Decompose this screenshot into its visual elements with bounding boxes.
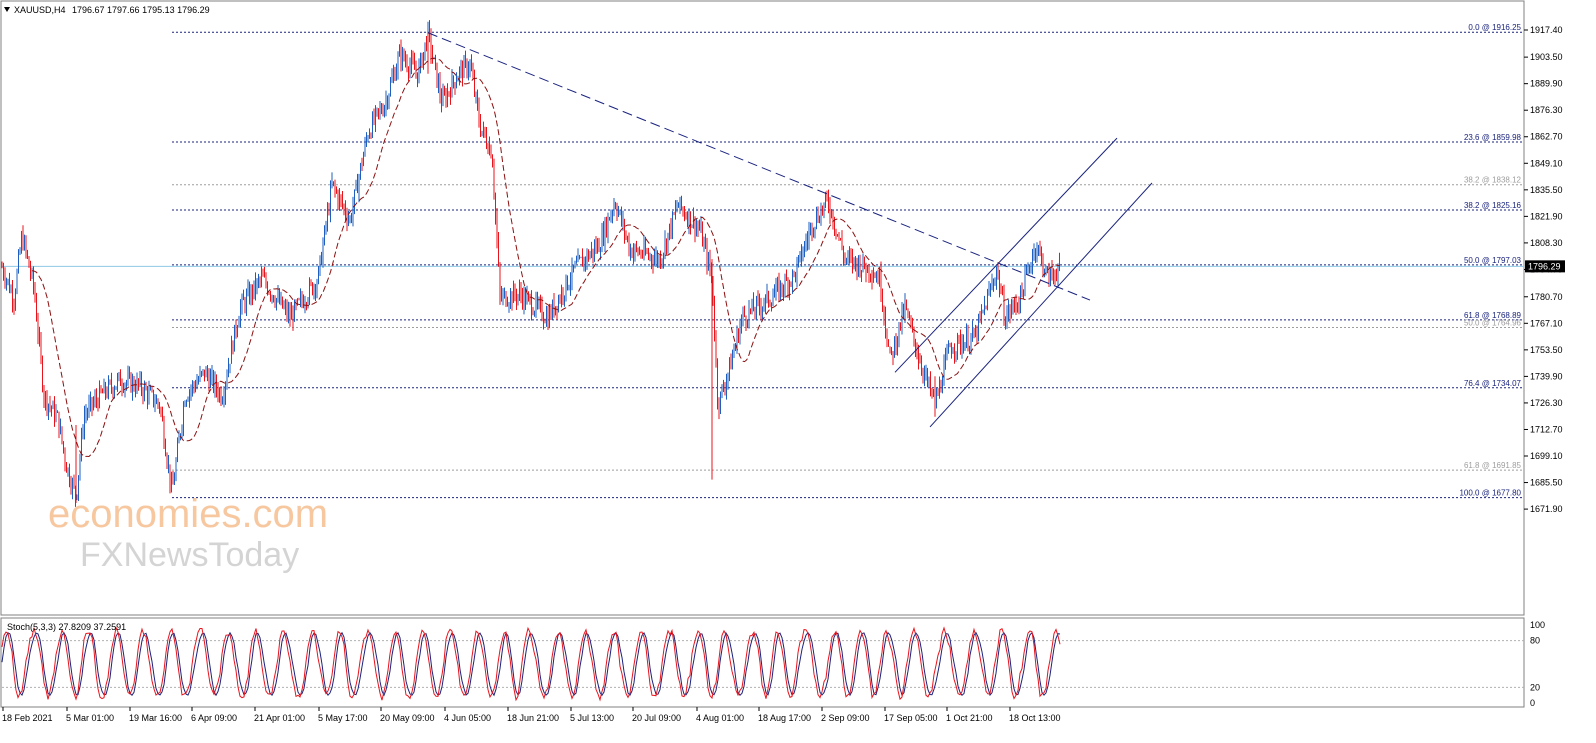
fib-level-label: 61.8 @ 1691.85: [1464, 461, 1522, 470]
svg-text:1796.29: 1796.29: [1528, 261, 1561, 271]
time-tick-label: 6 Apr 09:00: [191, 713, 237, 723]
price-tick-label: 1889.90: [1530, 79, 1563, 89]
price-tick-label: 1685.50: [1530, 478, 1563, 488]
time-tick-label: 19 Mar 16:00: [129, 713, 182, 723]
ohlc-readout: 1796.67 1797.66 1795.13 1796.29: [72, 5, 210, 15]
symbol-timeframe: XAUUSD,H4: [14, 5, 66, 15]
fib-level-label: 50.0 @ 1764.96: [1464, 318, 1522, 327]
price-tick-label: 1876.30: [1530, 105, 1563, 115]
stoch-signal-line: [1, 631, 1061, 697]
time-tick-label: 18 Jun 21:00: [507, 713, 559, 723]
stoch-main-line: [1, 626, 1061, 702]
candlestick-series: [1, 20, 1060, 507]
time-axis: 18 Feb 2021 5 Mar 01:00 19 Mar 16:00 6 Apr …: [2, 707, 1061, 723]
fib-level-label: 38.2 @ 1825.16: [1464, 201, 1522, 210]
time-tick-label: 5 Jul 13:00: [570, 713, 614, 723]
channel-lower-line: [929, 182, 1153, 428]
time-tick-label: 20 Jul 09:00: [632, 713, 681, 723]
time-tick-label: 4 Jun 05:00: [444, 713, 491, 723]
moving-average-line: [31, 57, 1060, 458]
price-tick-label: 1821.90: [1530, 211, 1563, 221]
price-tick-label: 1862.70: [1530, 132, 1563, 142]
stoch-level-lines: [2, 640, 1524, 688]
stoch-tick-label: 80: [1530, 636, 1540, 646]
watermark-line1: economies.com: [48, 492, 328, 536]
time-tick-label: 4 Aug 01:00: [696, 713, 744, 723]
channel-upper-line: [894, 137, 1118, 373]
stoch-tick-label: 100: [1530, 620, 1545, 630]
price-tick-label: 1726.30: [1530, 398, 1563, 408]
price-tick-label: 1808.30: [1530, 238, 1563, 248]
stoch-tick-label: 0: [1530, 698, 1535, 708]
price-tick-label: 1767.10: [1530, 318, 1563, 328]
time-tick-label: 1 Oct 21:00: [946, 713, 993, 723]
price-tick-label: 1753.50: [1530, 345, 1563, 355]
price-tick-label: 1739.90: [1530, 371, 1563, 381]
indicator-label: Stoch(5,3,3) 27.8209 37.2591: [7, 622, 126, 632]
time-tick-label: 5 May 17:00: [318, 713, 368, 723]
time-tick-label: 17 Sep 05:00: [884, 713, 938, 723]
fib-level-label: 50.0 @ 1797.03: [1464, 256, 1522, 265]
time-tick-label: 20 May 09:00: [380, 713, 435, 723]
fib-level-label: 61.8 @ 1768.89: [1464, 311, 1522, 320]
fibonacci-levels: 0.0 @ 1916.25 23.6 @ 1859.98 38.2 @ 1838.1…: [172, 23, 1524, 499]
triangle-down-icon[interactable]: [4, 7, 10, 12]
price-tick-label: 1671.90: [1530, 504, 1563, 514]
fib-level-label: 0.0 @ 1916.25: [1468, 23, 1521, 32]
price-tick-label: 1835.50: [1530, 185, 1563, 195]
indicator-axis: 100 80 20 0: [1530, 620, 1545, 708]
time-tick-label: 21 Apr 01:00: [254, 713, 305, 723]
price-tick-label: 1903.50: [1530, 52, 1563, 62]
descending-trendline: [427, 32, 1091, 301]
price-tick-label: 1780.70: [1530, 292, 1563, 302]
time-tick-label: 18 Aug 17:00: [758, 713, 811, 723]
price-panel-border: [0, 0, 1525, 616]
price-tick-label: 1712.70: [1530, 424, 1563, 434]
fib-level-label: 100.0 @ 1677.80: [1459, 489, 1521, 498]
time-tick-label: 18 Feb 2021: [2, 713, 53, 723]
watermark-line2: FXNewsToday: [80, 536, 299, 574]
stoch-tick-label: 20: [1530, 682, 1540, 692]
price-tick-label: 1849.10: [1530, 158, 1563, 168]
time-tick-label: 18 Oct 13:00: [1009, 713, 1061, 723]
price-tick-label: 1917.40: [1530, 25, 1563, 35]
time-tick-label: 2 Sep 09:00: [821, 713, 870, 723]
time-tick-label: 5 Mar 01:00: [66, 713, 114, 723]
current-price-label: 1796.29: [1525, 260, 1565, 273]
price-tick-label: 1699.10: [1530, 451, 1563, 461]
watermark: economies.com FXNewsToday: [48, 492, 328, 574]
fib-level-label: 76.4 @ 1734.07: [1464, 379, 1522, 388]
fib-level-label: 38.2 @ 1838.12: [1464, 176, 1522, 185]
fib-level-label: 23.6 @ 1859.98: [1464, 133, 1522, 142]
indicator-panel-border: [0, 617, 1525, 708]
